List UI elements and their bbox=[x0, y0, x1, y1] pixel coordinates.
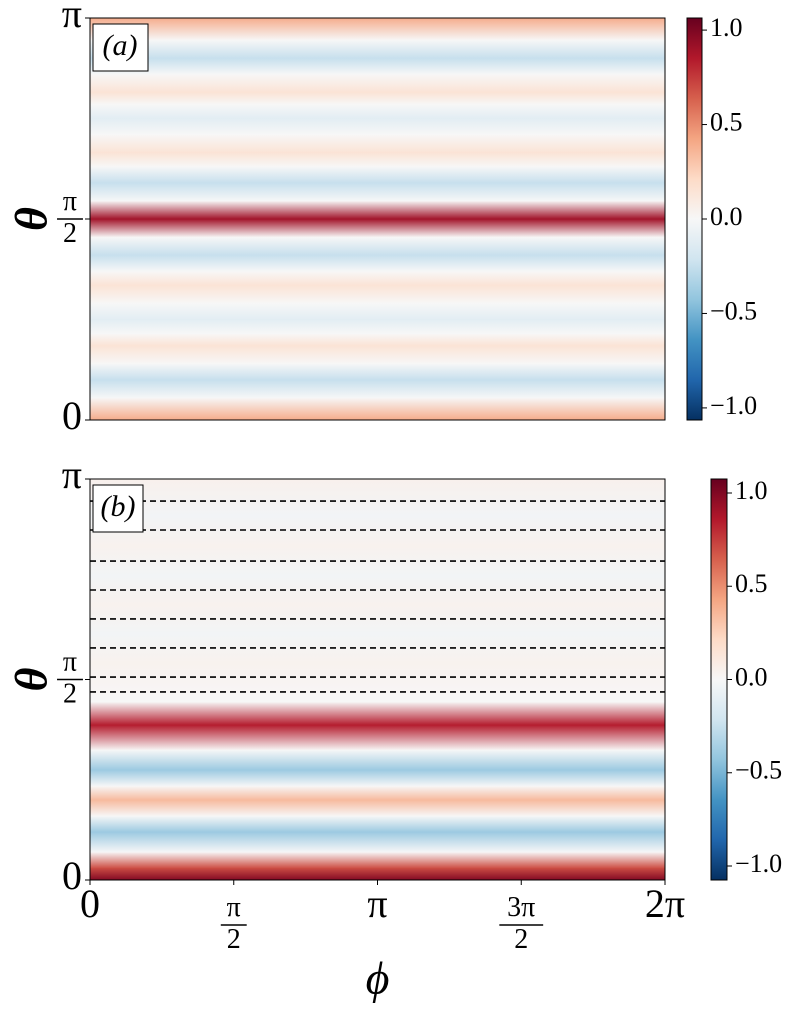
heatmap-stripe bbox=[90, 724, 665, 751]
heatmap-stripe bbox=[90, 285, 665, 304]
panel-label-box bbox=[92, 484, 144, 533]
x-axis-label: ϕ bbox=[366, 953, 390, 1004]
heatmap-stripe bbox=[90, 104, 665, 119]
heatmap-stripe bbox=[90, 57, 665, 75]
heatmap-stripe bbox=[90, 271, 665, 286]
colorbar bbox=[710, 478, 728, 881]
heatmap-stripe bbox=[90, 769, 665, 787]
heatmap-stripe bbox=[90, 515, 665, 547]
heatmap-stripe bbox=[90, 218, 665, 238]
colorbar-tick-label: 0.0 bbox=[710, 202, 743, 231]
heatmap-stripe bbox=[90, 867, 665, 881]
heatmap-stripe bbox=[90, 604, 665, 635]
heatmap-stripe bbox=[90, 152, 665, 168]
colorbar-tick-label: −0.5 bbox=[735, 756, 782, 785]
colorbar-tick-label: 1.0 bbox=[735, 476, 768, 505]
heatmap-stripe bbox=[90, 182, 665, 202]
panel-label-box bbox=[92, 23, 149, 72]
colorbar bbox=[686, 17, 703, 421]
heatmap-stripe bbox=[90, 92, 665, 105]
x-tick-label: 3π 2 bbox=[499, 892, 544, 955]
heatmap-stripe bbox=[90, 749, 665, 771]
panel-label: (a) bbox=[103, 29, 138, 62]
heatmap-stripe bbox=[90, 662, 665, 686]
heatmap-stripe bbox=[90, 333, 665, 346]
heatmap-stripe bbox=[90, 200, 665, 220]
y-tick-label: 0 bbox=[62, 393, 82, 438]
heatmap-stripe bbox=[90, 118, 665, 135]
heatmap-stripe bbox=[90, 319, 665, 334]
heatmap-stripe bbox=[90, 701, 665, 726]
colorbar-tick-label: 0.5 bbox=[735, 569, 768, 598]
heatmap-stripe bbox=[90, 254, 665, 272]
y-tick-label: π bbox=[62, 0, 82, 36]
heatmap-stripe bbox=[90, 799, 665, 817]
colorbar-tick-label: 1.0 bbox=[710, 13, 743, 42]
colorbar-tick-label: −1.0 bbox=[710, 391, 757, 420]
x-tick-label: 2π bbox=[645, 881, 685, 926]
heatmap-stripe bbox=[90, 73, 665, 93]
fraction-label: 3π 2 bbox=[507, 892, 535, 955]
heatmap-stripe bbox=[90, 545, 665, 577]
y-axis-label: θ bbox=[6, 667, 57, 691]
heatmap-stripe bbox=[90, 851, 665, 869]
heatmap-stripe bbox=[90, 236, 665, 256]
heatmap-stripe bbox=[90, 633, 665, 664]
heatmap-stripe bbox=[90, 134, 665, 153]
heatmap-stripe bbox=[90, 684, 665, 703]
heatmap-stripe bbox=[90, 815, 665, 833]
heatmap-stripe bbox=[90, 397, 665, 421]
y-axis-label: θ bbox=[6, 207, 57, 231]
heatmap-stripe bbox=[90, 363, 665, 381]
x-tick-label: 0 bbox=[80, 881, 100, 926]
heatmap-stripe bbox=[90, 379, 665, 399]
heatmap-stripe bbox=[90, 575, 665, 606]
y-tick-label: π bbox=[62, 452, 82, 497]
colorbar-tick-label: 0.5 bbox=[710, 108, 743, 137]
heatmap-stripe bbox=[90, 478, 665, 517]
colorbar-tick-label: −1.0 bbox=[735, 849, 782, 878]
heatmap-stripe bbox=[90, 345, 665, 364]
heatmap-stripe bbox=[90, 17, 665, 41]
x-tick-label: π bbox=[367, 881, 387, 926]
heatmap-stripe bbox=[90, 785, 665, 801]
y-tick-label: 0 bbox=[62, 853, 82, 898]
heatmap-stripe bbox=[90, 831, 665, 853]
heatmap-stripe bbox=[90, 39, 665, 59]
colorbar-tick-label: 0.0 bbox=[735, 662, 768, 691]
heatmap-stripe bbox=[90, 303, 665, 320]
heatmap-stripe bbox=[90, 166, 665, 184]
colorbar-tick-label: −0.5 bbox=[710, 296, 757, 325]
panel-label: (b) bbox=[101, 490, 136, 523]
